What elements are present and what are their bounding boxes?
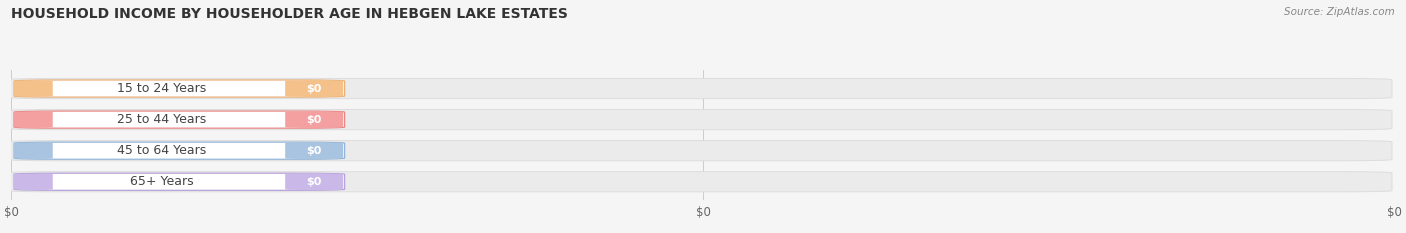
- Text: 65+ Years: 65+ Years: [129, 175, 193, 188]
- Text: Source: ZipAtlas.com: Source: ZipAtlas.com: [1284, 7, 1395, 17]
- Text: HOUSEHOLD INCOME BY HOUSEHOLDER AGE IN HEBGEN LAKE ESTATES: HOUSEHOLD INCOME BY HOUSEHOLDER AGE IN H…: [11, 7, 568, 21]
- FancyBboxPatch shape: [7, 172, 1392, 192]
- FancyBboxPatch shape: [7, 111, 59, 128]
- Text: 25 to 44 Years: 25 to 44 Years: [117, 113, 207, 126]
- Text: $0: $0: [307, 84, 322, 93]
- FancyBboxPatch shape: [7, 110, 1392, 130]
- FancyBboxPatch shape: [14, 173, 344, 190]
- Text: $0: $0: [307, 115, 322, 125]
- FancyBboxPatch shape: [7, 80, 59, 97]
- FancyBboxPatch shape: [285, 80, 343, 97]
- FancyBboxPatch shape: [7, 140, 1392, 161]
- FancyBboxPatch shape: [7, 79, 1392, 99]
- Text: $0: $0: [307, 177, 322, 187]
- Text: $0: $0: [307, 146, 322, 156]
- Text: 15 to 24 Years: 15 to 24 Years: [117, 82, 207, 95]
- FancyBboxPatch shape: [285, 111, 343, 128]
- FancyBboxPatch shape: [14, 80, 344, 97]
- FancyBboxPatch shape: [14, 111, 344, 128]
- Text: 45 to 64 Years: 45 to 64 Years: [117, 144, 207, 157]
- FancyBboxPatch shape: [285, 173, 343, 190]
- FancyBboxPatch shape: [14, 142, 344, 159]
- FancyBboxPatch shape: [285, 142, 343, 159]
- FancyBboxPatch shape: [7, 142, 59, 159]
- FancyBboxPatch shape: [7, 173, 59, 190]
